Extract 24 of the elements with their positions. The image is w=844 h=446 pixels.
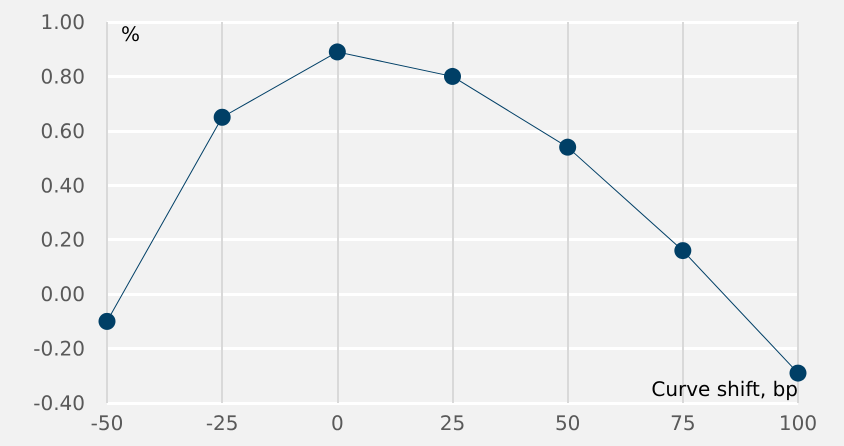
x-tick-label: 100 bbox=[778, 411, 818, 435]
y-tick-label: -0.40 bbox=[33, 391, 85, 415]
y-tick-label: 0.60 bbox=[40, 118, 85, 143]
point bbox=[98, 312, 116, 330]
y-tick-label: 0.20 bbox=[40, 228, 85, 252]
y-tick-label: 0.00 bbox=[40, 282, 85, 306]
point bbox=[790, 364, 806, 382]
x-tick-label: 0 bbox=[330, 411, 344, 435]
y-axis-title: % bbox=[121, 22, 140, 46]
point bbox=[444, 68, 461, 85]
y-tick-label: 0.40 bbox=[40, 173, 85, 198]
x-tick-label: -50 bbox=[90, 411, 124, 435]
x-tick-label: 75 bbox=[670, 411, 696, 435]
y-tick-label: 0.80 bbox=[40, 64, 85, 88]
x-tick-label: 25 bbox=[440, 411, 466, 435]
point bbox=[559, 138, 576, 156]
x-tick-label: 50 bbox=[554, 411, 580, 435]
point bbox=[674, 242, 692, 260]
y-tick-label: -0.20 bbox=[33, 336, 85, 361]
x-axis-title: Curve shift, bp bbox=[651, 377, 798, 401]
y-tick-label: 1.00 bbox=[40, 10, 85, 34]
x-tick-label: -25 bbox=[206, 411, 239, 435]
point bbox=[328, 43, 346, 60]
point bbox=[214, 108, 231, 126]
